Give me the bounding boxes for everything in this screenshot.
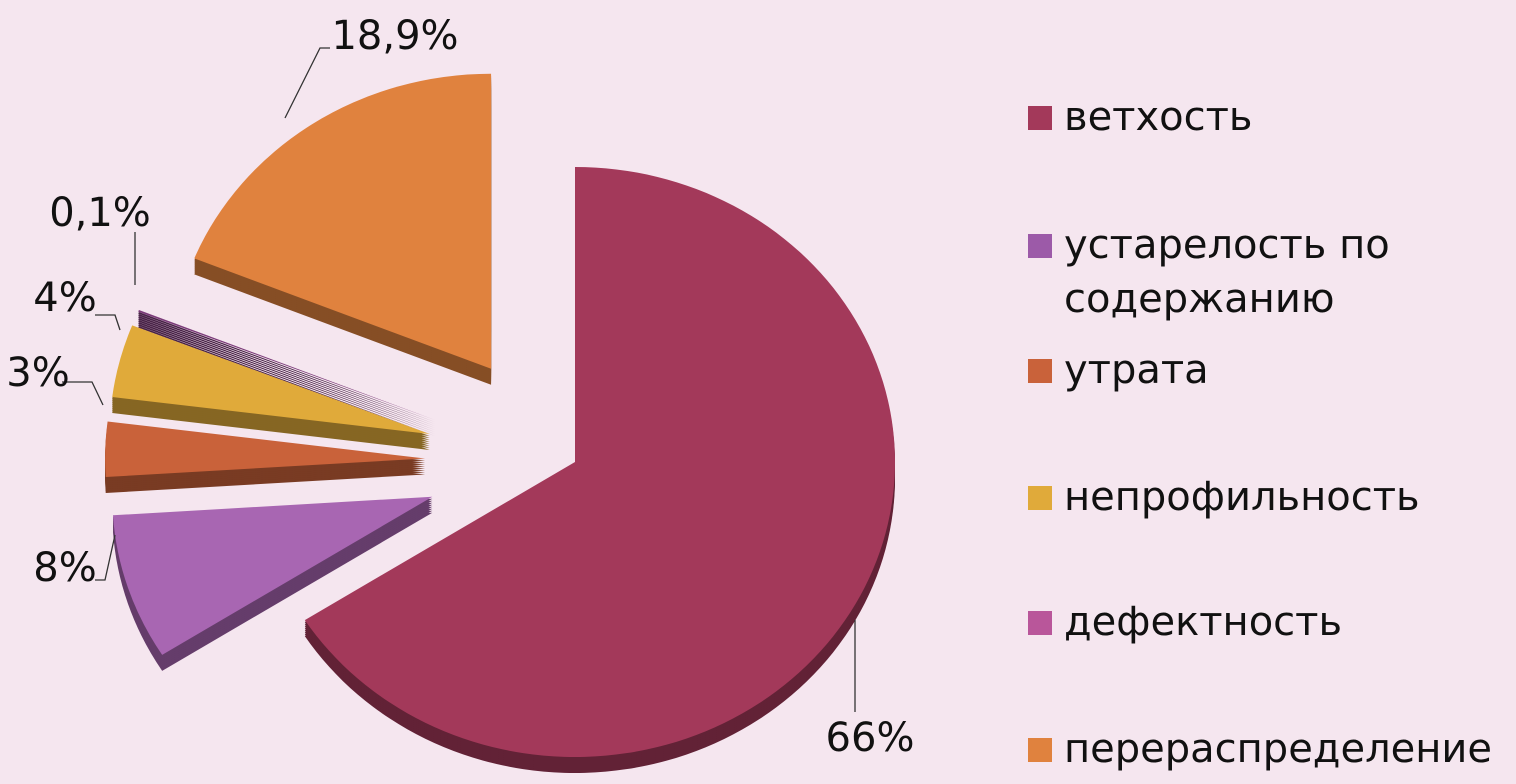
data-label: 18,9%	[331, 13, 458, 59]
legend-item: непрофильность	[1028, 470, 1468, 524]
legend-label: ветхость	[1064, 94, 1253, 140]
slice-side	[138, 317, 436, 429]
legend-item: утрата	[1028, 343, 1468, 397]
slice-side	[138, 323, 436, 435]
data-label: 66%	[826, 715, 915, 761]
legend-swatch	[1028, 234, 1052, 258]
leader-line	[95, 534, 116, 581]
slice	[105, 421, 426, 477]
slice	[138, 309, 436, 421]
leader-line	[95, 314, 121, 331]
slice	[304, 167, 896, 757]
legend-item: перераспределение	[1028, 722, 1493, 776]
slice-side	[138, 321, 436, 433]
legend-label: устарелость по содержанию	[1064, 222, 1390, 322]
legend-item: ветхость	[1028, 90, 1468, 144]
data-label: 3%	[6, 350, 69, 396]
legend-swatch	[1028, 106, 1052, 130]
legend-swatch	[1028, 359, 1052, 383]
data-label: 8%	[33, 545, 96, 591]
slice-side	[138, 325, 436, 437]
legend-label: утрата	[1064, 347, 1209, 393]
pie-area: 66% 8% 3% 4% 0,1% 18,9%	[6, 13, 915, 773]
slice	[112, 496, 433, 655]
legend-swatch	[1028, 611, 1052, 635]
legend-swatch	[1028, 486, 1052, 510]
slice	[112, 325, 430, 435]
leader-line	[62, 381, 104, 406]
slice-side	[138, 311, 436, 423]
legend-swatch	[1028, 738, 1052, 762]
legend-item: дефектность	[1028, 595, 1468, 649]
slice-side	[138, 315, 436, 427]
data-label: 4%	[33, 275, 96, 321]
slice	[194, 73, 492, 369]
slice-side	[138, 319, 436, 431]
legend-item: устарелость по содержанию	[1028, 218, 1468, 326]
legend-label: дефектность	[1064, 599, 1343, 645]
slice-side	[138, 313, 436, 425]
leader-line	[284, 47, 330, 119]
legend-label: перераспределение	[1064, 726, 1493, 772]
data-label: 0,1%	[49, 190, 151, 236]
legend-label: непрофильность	[1064, 474, 1420, 520]
